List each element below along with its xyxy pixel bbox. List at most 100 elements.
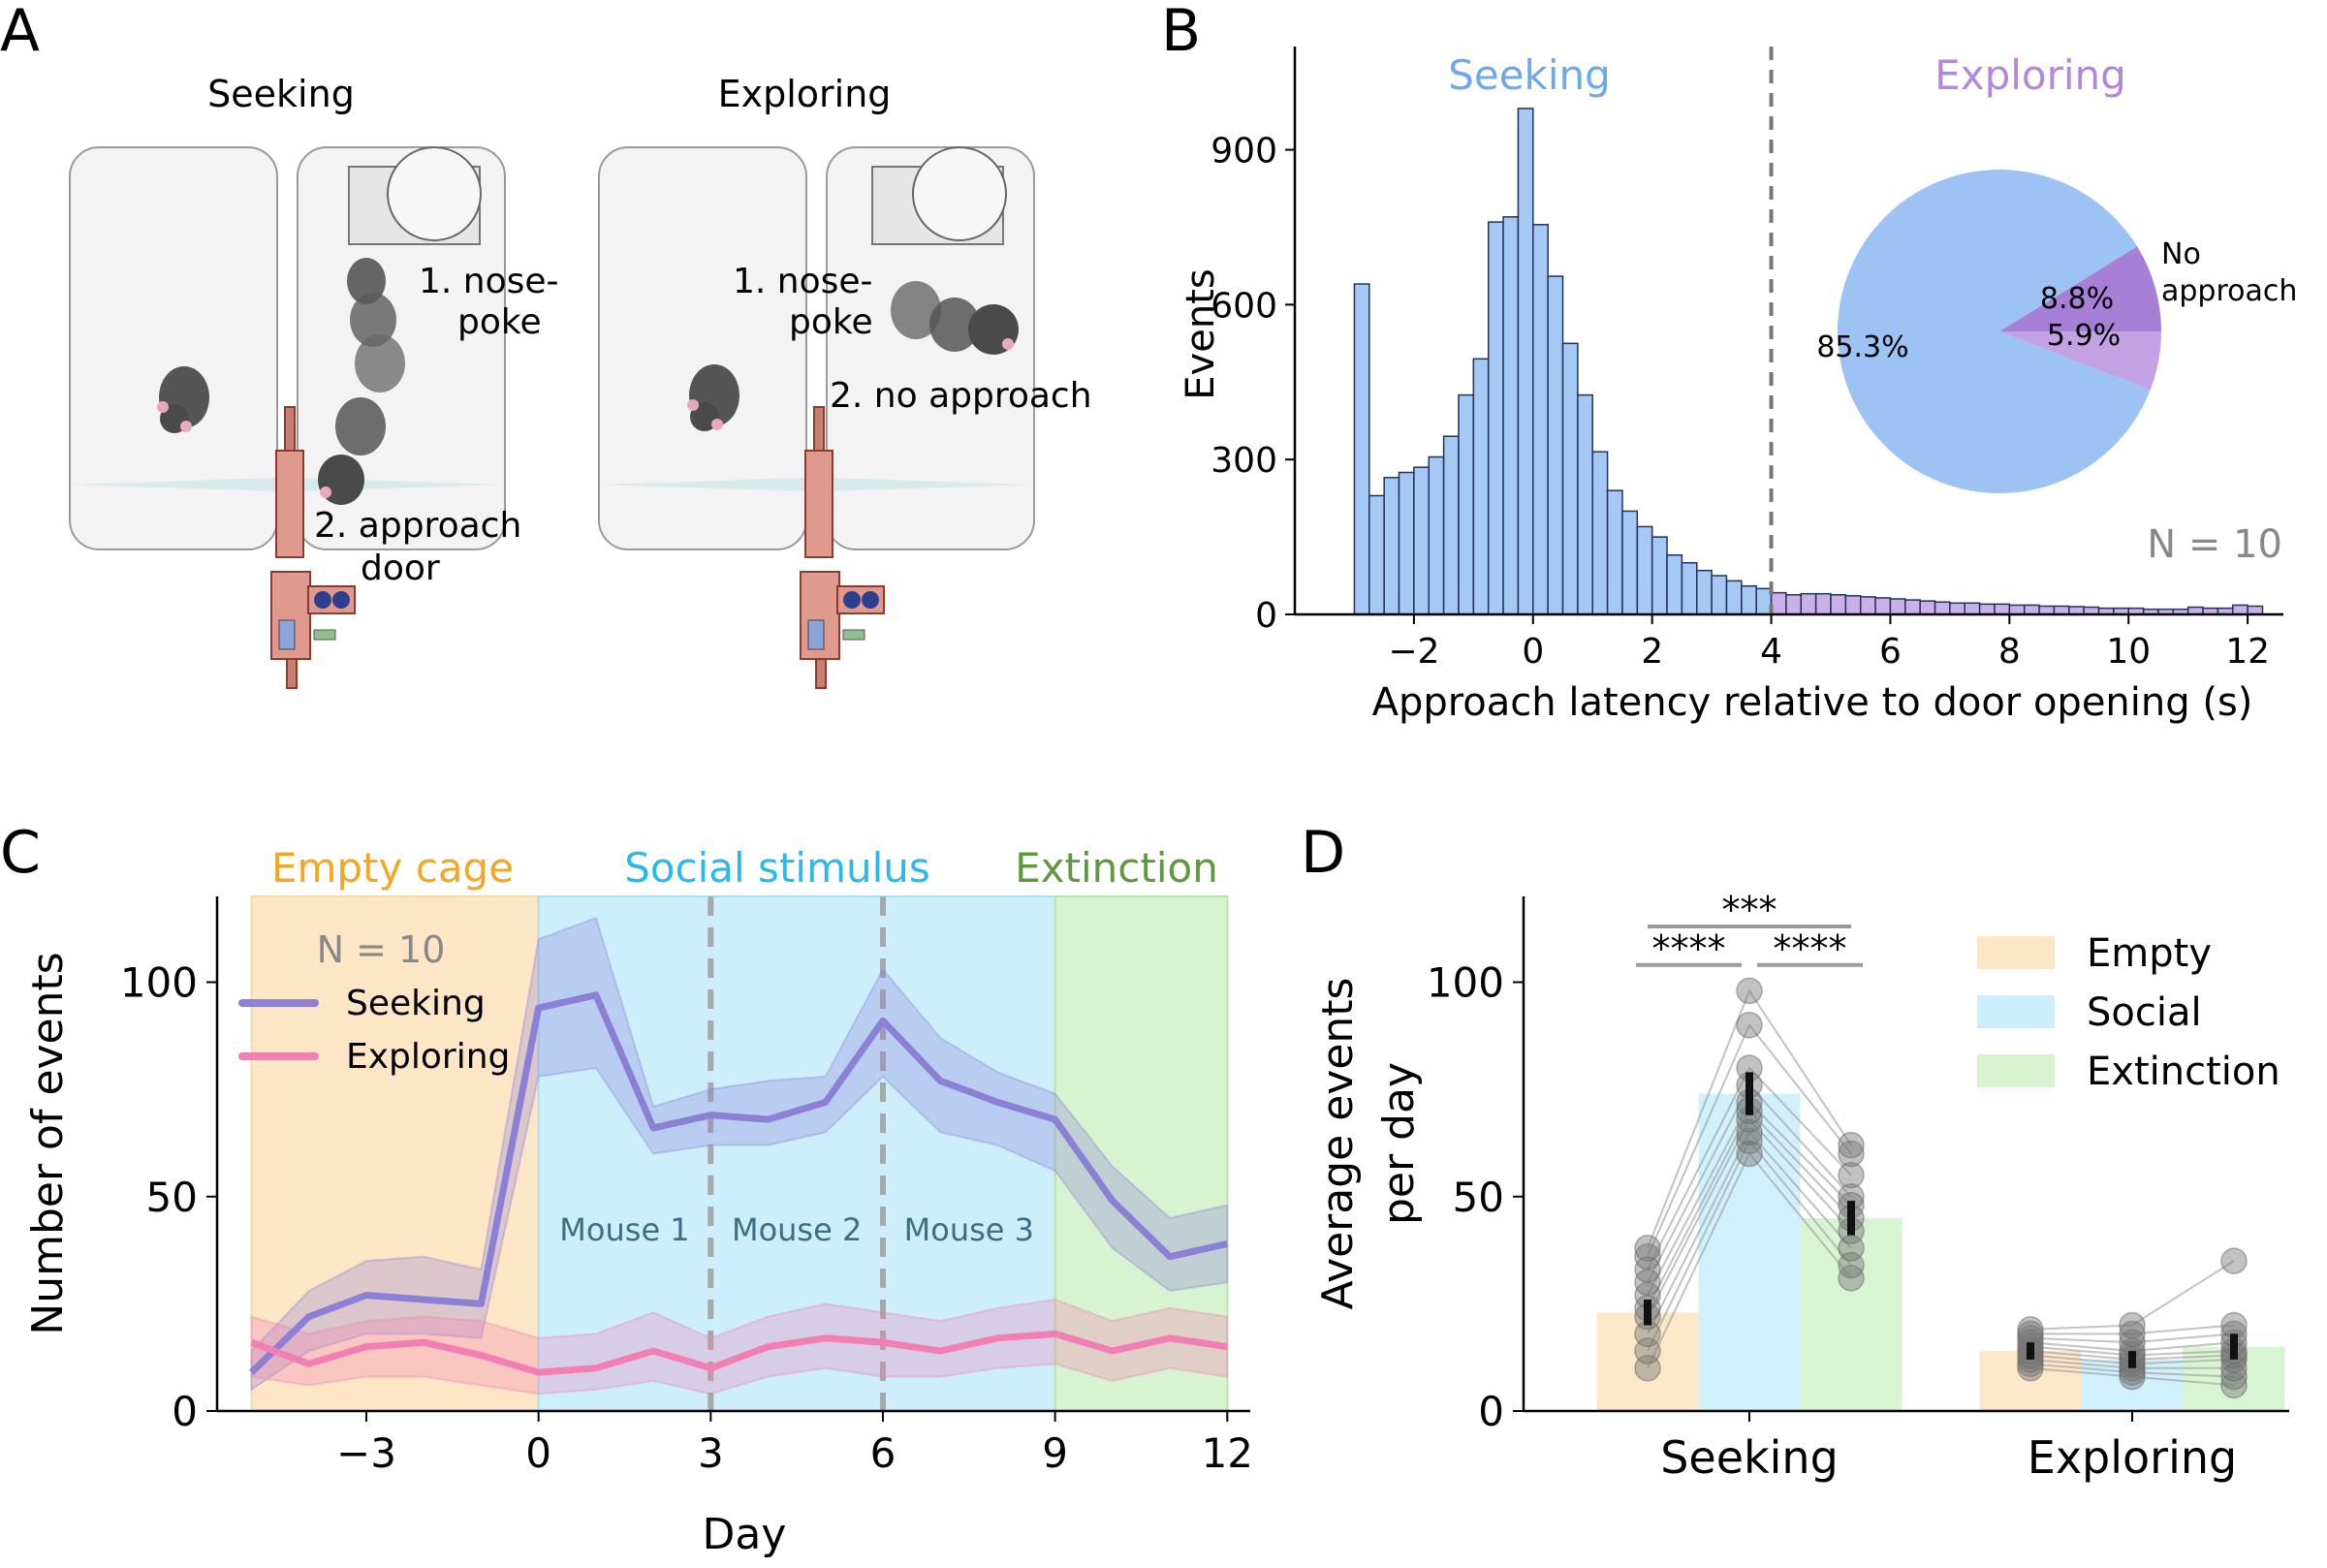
pie-label-middle: 8.8% [2040, 282, 2114, 316]
legend-swatch-social [1977, 995, 2055, 1028]
histogram-bar [1622, 511, 1637, 614]
histogram-bar [1369, 495, 1384, 614]
panel-letter-c: C [0, 819, 41, 887]
phase-label-extinction: Extinction [1015, 844, 1218, 892]
x-tick-label: 9 [1042, 1429, 1068, 1477]
x-tick-label: 0 [1522, 632, 1544, 672]
y-tick-label: 0 [172, 1388, 198, 1435]
exploring-region-label: Exploring [1934, 51, 2126, 99]
y-axis-label-line2: per day [1374, 1062, 1424, 1225]
legend-label-seeking: Seeking [346, 984, 486, 1023]
panel-a: A Seeking Exploring [0, 0, 1092, 688]
panel-letter-a: A [0, 0, 40, 65]
histogram-bar [1742, 586, 1756, 614]
pie-outside-label-line2: approach [2161, 274, 2297, 308]
histogram-bar [1861, 597, 1875, 614]
histogram-bar [1772, 593, 1786, 614]
grouped-bars [1597, 1094, 2285, 1411]
x-tick-label: 12 [1202, 1429, 1253, 1477]
phase-label-empty: Empty cage [271, 844, 514, 892]
panel-c: C Empty cage Social stimulus Extinction Mo… [0, 819, 1253, 1559]
legend-label-exploring: Exploring [346, 1037, 510, 1077]
histogram-bar [1429, 457, 1443, 614]
histogram-bar [1801, 594, 1815, 614]
exploring-step2: 2. no approach [830, 376, 1092, 416]
exploring-step1-line2: poke [789, 302, 873, 342]
phase-label-social: Social stimulus [624, 844, 930, 892]
histogram-bar [1875, 598, 1890, 614]
seeking-step2-line1: 2. approach [314, 506, 521, 546]
histogram-bar [1935, 602, 1950, 614]
seeking-step1-line2: poke [457, 302, 542, 342]
x-tick-label: 12 [2225, 632, 2270, 672]
histogram-bar [1890, 599, 1904, 614]
significance-label: **** [1652, 927, 1726, 970]
y-tick-label: 300 [1211, 441, 1277, 481]
stimulus-label: Mouse 2 [732, 1211, 862, 1248]
histogram-bar [1995, 604, 2009, 614]
histogram-bar [1608, 490, 1622, 614]
legend-label-extinction: Extinction [2087, 1050, 2280, 1094]
individual-point [1635, 1236, 1660, 1261]
seeking-schematic: 1. nose- poke 2. approach door [70, 147, 559, 688]
y-tick-label: 100 [120, 959, 198, 1007]
pie-label-lower: 5.9% [2047, 319, 2121, 353]
histogram-bar [1637, 526, 1651, 614]
histogram-bar [1533, 225, 1548, 614]
y-tick-label: 50 [1453, 1174, 1504, 1221]
seeking-schematic-title: Seeking [207, 73, 355, 115]
phase-labels: Empty cage Social stimulus Extinction [271, 844, 1218, 892]
seeking-step1-line1: 1. nose- [419, 262, 559, 301]
histogram-bar [1816, 594, 1831, 614]
x-tick-label: 6 [870, 1429, 896, 1477]
x-tick-label: Exploring [2028, 1431, 2237, 1484]
histogram-bar [1682, 563, 1696, 614]
histogram-bar [2009, 605, 2024, 614]
y-tick-label: 100 [1427, 959, 1504, 1007]
stimulus-label: Mouse 1 [559, 1211, 689, 1248]
seeking-region-label: Seeking [1448, 51, 1611, 99]
histogram-bar [2025, 605, 2039, 614]
histogram-bar [1667, 555, 1682, 614]
legend-label-empty: Empty [2087, 931, 2212, 976]
y-tick-label: 0 [1478, 1388, 1504, 1435]
histogram-bar [1905, 600, 1920, 614]
x-tick-label: 8 [1998, 632, 2021, 672]
histogram-bar [1563, 343, 1578, 614]
individual-point [2221, 1248, 2247, 1273]
y-axis-label: Events [1179, 268, 1223, 399]
individual-point [1737, 978, 1762, 1003]
seeking-step2-line2: door [361, 549, 440, 588]
legend-swatch-empty [1977, 936, 2055, 969]
n-annotation: N = 10 [317, 928, 446, 971]
x-tick-label: 4 [1760, 632, 1782, 672]
pie-outside-label-line1: No [2161, 237, 2201, 271]
y-tick-label: 900 [1211, 132, 1277, 172]
legend: Empty Social Extinction [1977, 931, 2280, 1094]
panel-b: B Seeking Exploring N = 10 85.3% 8.8% 5.… [1161, 0, 2297, 725]
x-tick-label: 3 [698, 1429, 724, 1477]
histogram-bar [1503, 217, 1518, 614]
histogram-bar [2039, 606, 2054, 614]
significance-label: **** [1774, 927, 1847, 970]
histogram-bar [1980, 604, 1995, 614]
individual-point [1737, 1013, 1762, 1038]
x-tick-label: 6 [1879, 632, 1902, 672]
y-tick-label: 0 [1255, 596, 1277, 636]
panel-letter-b: B [1161, 0, 1201, 65]
histogram-bar [2233, 605, 2248, 614]
histogram-bar [1920, 601, 1934, 614]
exploring-schematic-title: Exploring [718, 73, 892, 115]
histogram-bar [1354, 284, 1368, 614]
histogram-bar [1950, 603, 1965, 614]
y-axis-label-line1: Average events [1313, 978, 1363, 1310]
histogram-bar [1459, 395, 1473, 614]
x-tick-label: −3 [336, 1429, 396, 1477]
exploring-schematic: 1. nose- poke 2. no approach [599, 147, 1092, 688]
legend-swatch-extinction [1977, 1054, 2055, 1087]
individual-point [2120, 1313, 2145, 1338]
histogram-bar [1548, 276, 1562, 614]
exploring-step1-line1: 1. nose- [733, 262, 873, 301]
